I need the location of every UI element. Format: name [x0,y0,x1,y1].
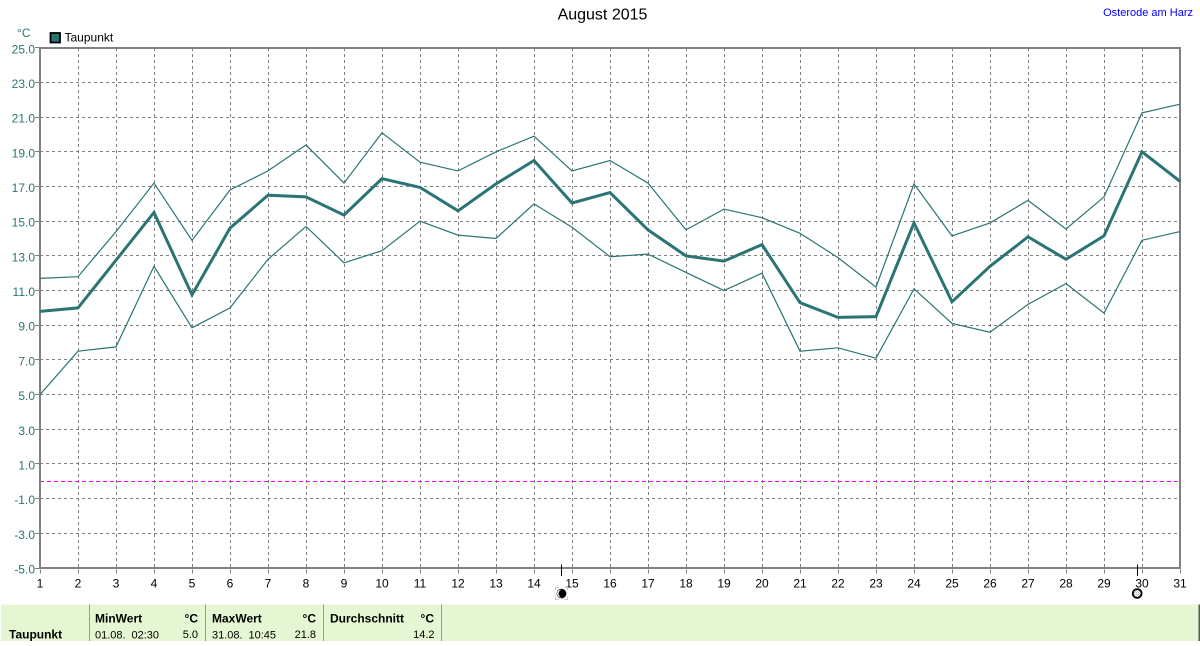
svg-text:MaxWert: MaxWert [212,612,262,626]
svg-text:19.0: 19.0 [12,146,36,160]
svg-text:11.0: 11.0 [13,285,36,299]
svg-text:5.0: 5.0 [18,389,35,403]
svg-text:°C: °C [421,612,435,626]
svg-text:25.0: 25.0 [12,42,36,56]
svg-text:-3.0: -3.0 [14,528,35,542]
svg-text:21.8: 21.8 [295,629,316,641]
svg-text:3.0: 3.0 [18,424,35,438]
svg-text:11: 11 [414,577,427,591]
svg-text:10:45: 10:45 [249,630,277,642]
svg-text:25: 25 [945,577,959,591]
svg-text:17: 17 [641,577,655,591]
svg-text:3: 3 [113,577,120,591]
svg-text:14.2: 14.2 [413,629,434,641]
svg-text:27: 27 [1021,577,1035,591]
svg-text:7.0: 7.0 [18,354,35,368]
svg-text:6: 6 [227,577,234,591]
svg-text:4: 4 [151,577,158,591]
svg-text:20: 20 [755,577,769,591]
svg-text:9: 9 [341,577,348,591]
svg-text:°C: °C [303,612,317,626]
svg-text:8: 8 [303,577,310,591]
svg-text:5: 5 [189,577,196,591]
svg-text:01.08.: 01.08. [95,630,126,642]
svg-text:°C: °C [185,612,199,626]
svg-text:10: 10 [375,577,389,591]
svg-text:5.0: 5.0 [183,629,198,641]
svg-text:22: 22 [831,577,845,591]
svg-text:MinWert: MinWert [95,612,142,626]
svg-text:23: 23 [869,577,883,591]
svg-text:29: 29 [1097,577,1111,591]
svg-text:02:30: 02:30 [132,630,160,642]
svg-text:21: 21 [793,577,807,591]
svg-text:31: 31 [1173,577,1187,591]
svg-text:16: 16 [603,577,617,591]
svg-text:26: 26 [983,577,997,591]
svg-text:14: 14 [527,577,541,591]
svg-text:Taupunkt: Taupunkt [65,31,114,45]
svg-text:19: 19 [717,577,731,591]
svg-text:31.08.: 31.08. [212,630,243,642]
svg-text:-5.0: -5.0 [14,563,35,577]
svg-text:-1.0: -1.0 [14,493,35,507]
svg-text:28: 28 [1059,577,1073,591]
svg-text:21.0: 21.0 [12,112,36,126]
svg-text:24: 24 [907,577,921,591]
svg-text:17.0: 17.0 [12,181,36,195]
svg-text:Osterode am Harz: Osterode am Harz [1103,7,1193,19]
svg-text:13: 13 [489,577,503,591]
svg-text:23.0: 23.0 [12,77,36,91]
svg-text:Durchschnitt: Durchschnitt [330,612,404,626]
svg-text:1.0: 1.0 [18,459,35,473]
svg-text:18: 18 [679,577,693,591]
svg-text:°C: °C [17,26,31,40]
svg-text:Taupunkt: Taupunkt [9,628,62,642]
svg-text:9.0: 9.0 [18,320,35,334]
svg-text:7: 7 [265,577,272,591]
svg-text:2: 2 [75,577,82,591]
svg-text:12: 12 [451,577,465,591]
svg-text:15.0: 15.0 [12,216,36,230]
svg-text:13.0: 13.0 [12,250,36,264]
svg-text:1: 1 [37,577,44,591]
svg-text:August 2015: August 2015 [558,7,648,24]
